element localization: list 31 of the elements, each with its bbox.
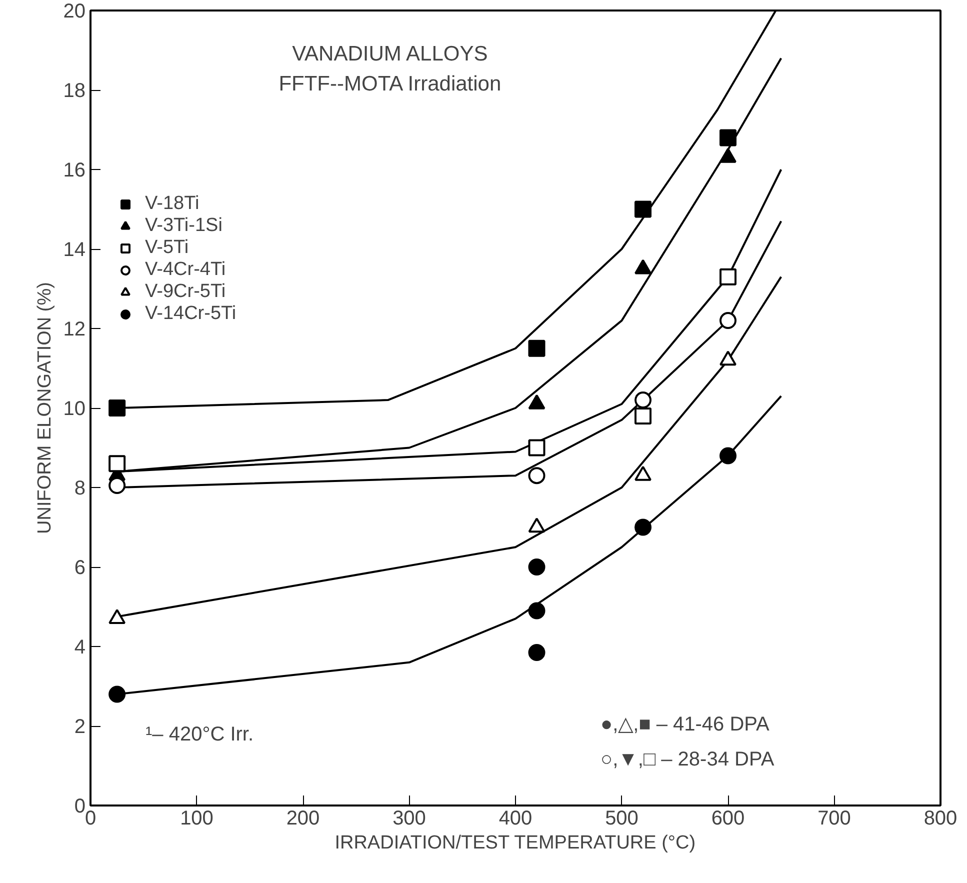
y-tick-label: 14 bbox=[63, 239, 86, 261]
legend-label: V-3Ti-1Si bbox=[145, 215, 222, 237]
legend-label: V-4Cr-4Ti bbox=[145, 259, 226, 281]
x-tick-label: 700 bbox=[818, 808, 851, 830]
legend-label: V-18Ti bbox=[145, 193, 200, 215]
legend-label: V-9Cr-5Ti bbox=[145, 281, 226, 303]
y-tick-label: 4 bbox=[74, 636, 86, 658]
x-tick-label: 300 bbox=[392, 808, 426, 830]
legend-label: V-5Ti bbox=[145, 237, 189, 259]
x-tick-label: 800 bbox=[924, 808, 958, 830]
annotation: ○,▼,□ – 28-34 DPA bbox=[600, 748, 775, 770]
legend-label: V-14Cr-5Ti bbox=[145, 303, 236, 325]
y-tick-label: 12 bbox=[63, 318, 86, 340]
x-tick-label: 500 bbox=[605, 808, 638, 830]
x-tick-label: 200 bbox=[286, 808, 320, 830]
y-tick-label: 20 bbox=[63, 0, 86, 22]
x-tick-label: 100 bbox=[180, 808, 214, 830]
y-tick-label: 16 bbox=[63, 160, 86, 182]
x-tick-label: 400 bbox=[498, 808, 532, 830]
annotation: ●,△,■ – 41-46 DPA bbox=[600, 714, 770, 736]
y-tick-label: 6 bbox=[74, 557, 86, 579]
annotation: ¹– 420°C Irr. bbox=[146, 724, 254, 746]
x-axis-title: IRRADIATION/TEST TEMPERATURE (°C) bbox=[334, 832, 696, 854]
y-tick-label: 8 bbox=[74, 478, 86, 500]
y-tick-label: 10 bbox=[63, 398, 86, 420]
y-tick-label: 2 bbox=[74, 716, 86, 738]
text: VANADIUM ALLOYS bbox=[292, 42, 488, 66]
y-tick-label: 18 bbox=[63, 80, 86, 102]
text: FFTF--MOTA Irradiation bbox=[278, 72, 502, 96]
y-axis-title: UNIFORM ELONGATION (%) bbox=[34, 282, 56, 534]
x-tick-label: 600 bbox=[711, 808, 745, 830]
